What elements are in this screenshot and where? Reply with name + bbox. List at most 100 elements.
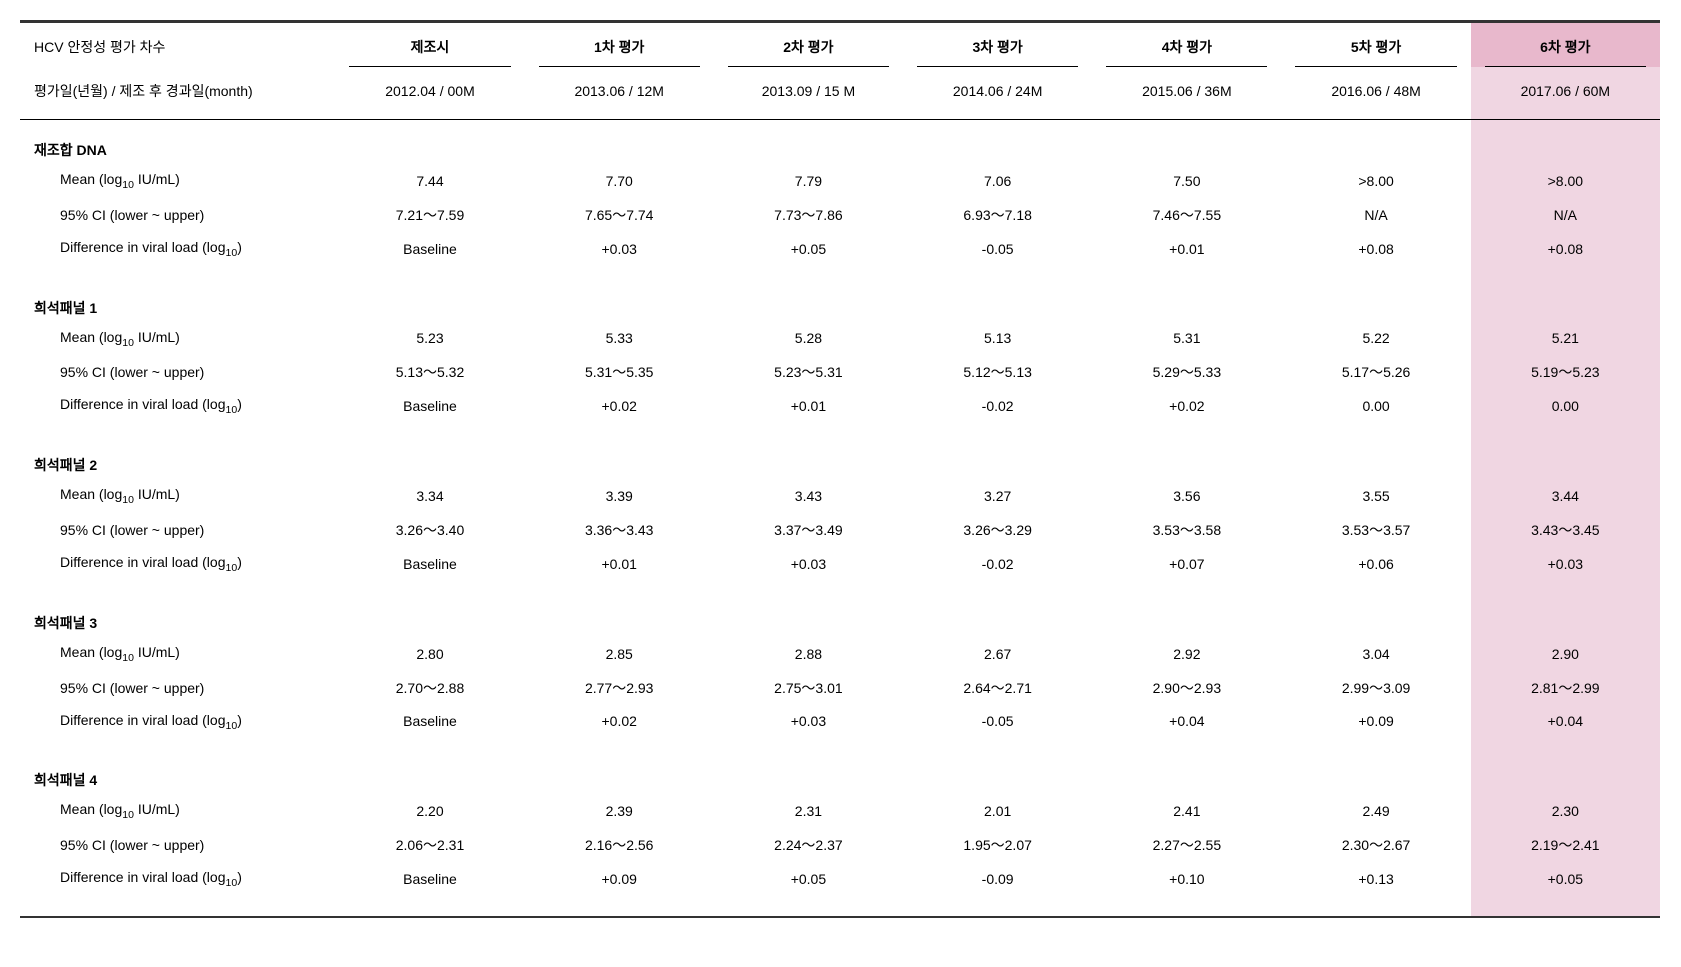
data-cell: 7.46～7.55: [1092, 198, 1281, 232]
data-cell: +0.01: [714, 389, 903, 423]
data-cell: +0.01: [1092, 232, 1281, 266]
data-cell: 6.93～7.18: [903, 198, 1092, 232]
data-cell: +0.05: [714, 232, 903, 266]
section-title-spacer: [525, 750, 714, 794]
data-cell: 2.30: [1471, 794, 1660, 828]
data-cell: 5.12～5.13: [903, 355, 1092, 389]
section-title-spacer: [714, 120, 903, 164]
section-title-spacer: [1281, 120, 1470, 164]
data-row: 95% CI (lower ~ upper)5.13～5.325.31～5.35…: [20, 355, 1660, 389]
metric-label: Mean (log10 IU/mL): [20, 637, 335, 671]
metric-label: Difference in viral load (log10): [20, 547, 335, 581]
section-title-spacer: [1471, 120, 1660, 164]
data-cell: +0.02: [1092, 389, 1281, 423]
data-cell: 2.06～2.31: [335, 828, 524, 862]
data-cell: 2.31: [714, 794, 903, 828]
data-cell: +0.03: [714, 705, 903, 739]
spacer-cell: [20, 581, 335, 593]
data-cell: +0.09: [525, 862, 714, 896]
data-cell: 3.44: [1471, 479, 1660, 513]
data-cell: +0.02: [525, 389, 714, 423]
section-title-spacer: [1281, 435, 1470, 479]
data-cell: +0.08: [1281, 232, 1470, 266]
section-title-spacer: [1471, 435, 1660, 479]
data-cell: 2.77～2.93: [525, 671, 714, 705]
section-title-spacer: [335, 750, 524, 794]
spacer-cell: [903, 266, 1092, 278]
data-cell: 3.43～3.45: [1471, 513, 1660, 547]
section-title-spacer: [1092, 593, 1281, 637]
data-row: Difference in viral load (log10)Baseline…: [20, 389, 1660, 423]
data-cell: Baseline: [335, 862, 524, 896]
data-cell: 3.53～3.57: [1281, 513, 1470, 547]
data-cell: 2.75～3.01: [714, 671, 903, 705]
data-row: Mean (log10 IU/mL)2.802.852.882.672.923.…: [20, 637, 1660, 671]
section-title-spacer: [525, 435, 714, 479]
data-cell: -0.09: [903, 862, 1092, 896]
data-row: Difference in viral load (log10)Baseline…: [20, 232, 1660, 266]
data-cell: 3.53～3.58: [1092, 513, 1281, 547]
spacer-cell: [335, 581, 524, 593]
data-cell: 2.81～2.99: [1471, 671, 1660, 705]
data-cell: 7.06: [903, 164, 1092, 198]
data-cell: 5.29～5.33: [1092, 355, 1281, 389]
col-head-1: 1차 평가: [525, 22, 714, 68]
spacer-cell: [20, 266, 335, 278]
spacer-cell: [525, 581, 714, 593]
data-cell: +0.05: [714, 862, 903, 896]
data-cell: 2.99～3.09: [1281, 671, 1470, 705]
data-cell: +0.09: [1281, 705, 1470, 739]
data-cell: 7.79: [714, 164, 903, 198]
section-title-spacer: [1281, 593, 1470, 637]
col-date-1: 2013.06 / 12M: [525, 67, 714, 120]
section-title-spacer: [335, 593, 524, 637]
data-cell: 7.73～7.86: [714, 198, 903, 232]
col-date-0: 2012.04 / 00M: [335, 67, 524, 120]
metric-label: Mean (log10 IU/mL): [20, 322, 335, 356]
data-cell: 2.19～2.41: [1471, 828, 1660, 862]
data-cell: 2.80: [335, 637, 524, 671]
section-title-spacer: [1471, 750, 1660, 794]
data-row: Mean (log10 IU/mL)7.447.707.797.067.50>8…: [20, 164, 1660, 198]
section-title-spacer: [714, 435, 903, 479]
data-cell: 2.67: [903, 637, 1092, 671]
bottom-cell: [20, 896, 335, 917]
data-cell: 2.90: [1471, 637, 1660, 671]
data-cell: Baseline: [335, 232, 524, 266]
data-cell: +0.03: [1471, 547, 1660, 581]
section-title: 희석패널 2: [20, 435, 335, 479]
bottom-cell: [335, 896, 524, 917]
section-title-spacer: [903, 435, 1092, 479]
data-cell: -0.02: [903, 547, 1092, 581]
section-title-spacer: [525, 278, 714, 322]
bottom-cell: [1092, 896, 1281, 917]
spacer-cell: [903, 581, 1092, 593]
spacer-cell: [1092, 423, 1281, 435]
data-cell: +0.05: [1471, 862, 1660, 896]
spacer-cell: [335, 423, 524, 435]
data-cell: 3.37～3.49: [714, 513, 903, 547]
data-cell: +0.10: [1092, 862, 1281, 896]
data-cell: 3.39: [525, 479, 714, 513]
data-cell: 2.16～2.56: [525, 828, 714, 862]
section-title-spacer: [1281, 750, 1470, 794]
col-head-2: 2차 평가: [714, 22, 903, 68]
metric-label: Mean (log10 IU/mL): [20, 164, 335, 198]
section-title: 희석패널 1: [20, 278, 335, 322]
data-cell: 5.23: [335, 322, 524, 356]
data-row: Mean (log10 IU/mL)5.235.335.285.135.315.…: [20, 322, 1660, 356]
data-cell: +0.03: [525, 232, 714, 266]
data-cell: +0.04: [1471, 705, 1660, 739]
section-title-spacer: [1471, 593, 1660, 637]
data-cell: 1.95～2.07: [903, 828, 1092, 862]
section-title-spacer: [903, 278, 1092, 322]
data-cell: 3.04: [1281, 637, 1470, 671]
data-cell: 3.27: [903, 479, 1092, 513]
section-title-spacer: [335, 120, 524, 164]
data-cell: 3.43: [714, 479, 903, 513]
data-cell: 2.88: [714, 637, 903, 671]
spacer-cell: [20, 738, 335, 750]
data-row: Mean (log10 IU/mL)2.202.392.312.012.412.…: [20, 794, 1660, 828]
data-row: Difference in viral load (log10)Baseline…: [20, 547, 1660, 581]
data-cell: +0.13: [1281, 862, 1470, 896]
